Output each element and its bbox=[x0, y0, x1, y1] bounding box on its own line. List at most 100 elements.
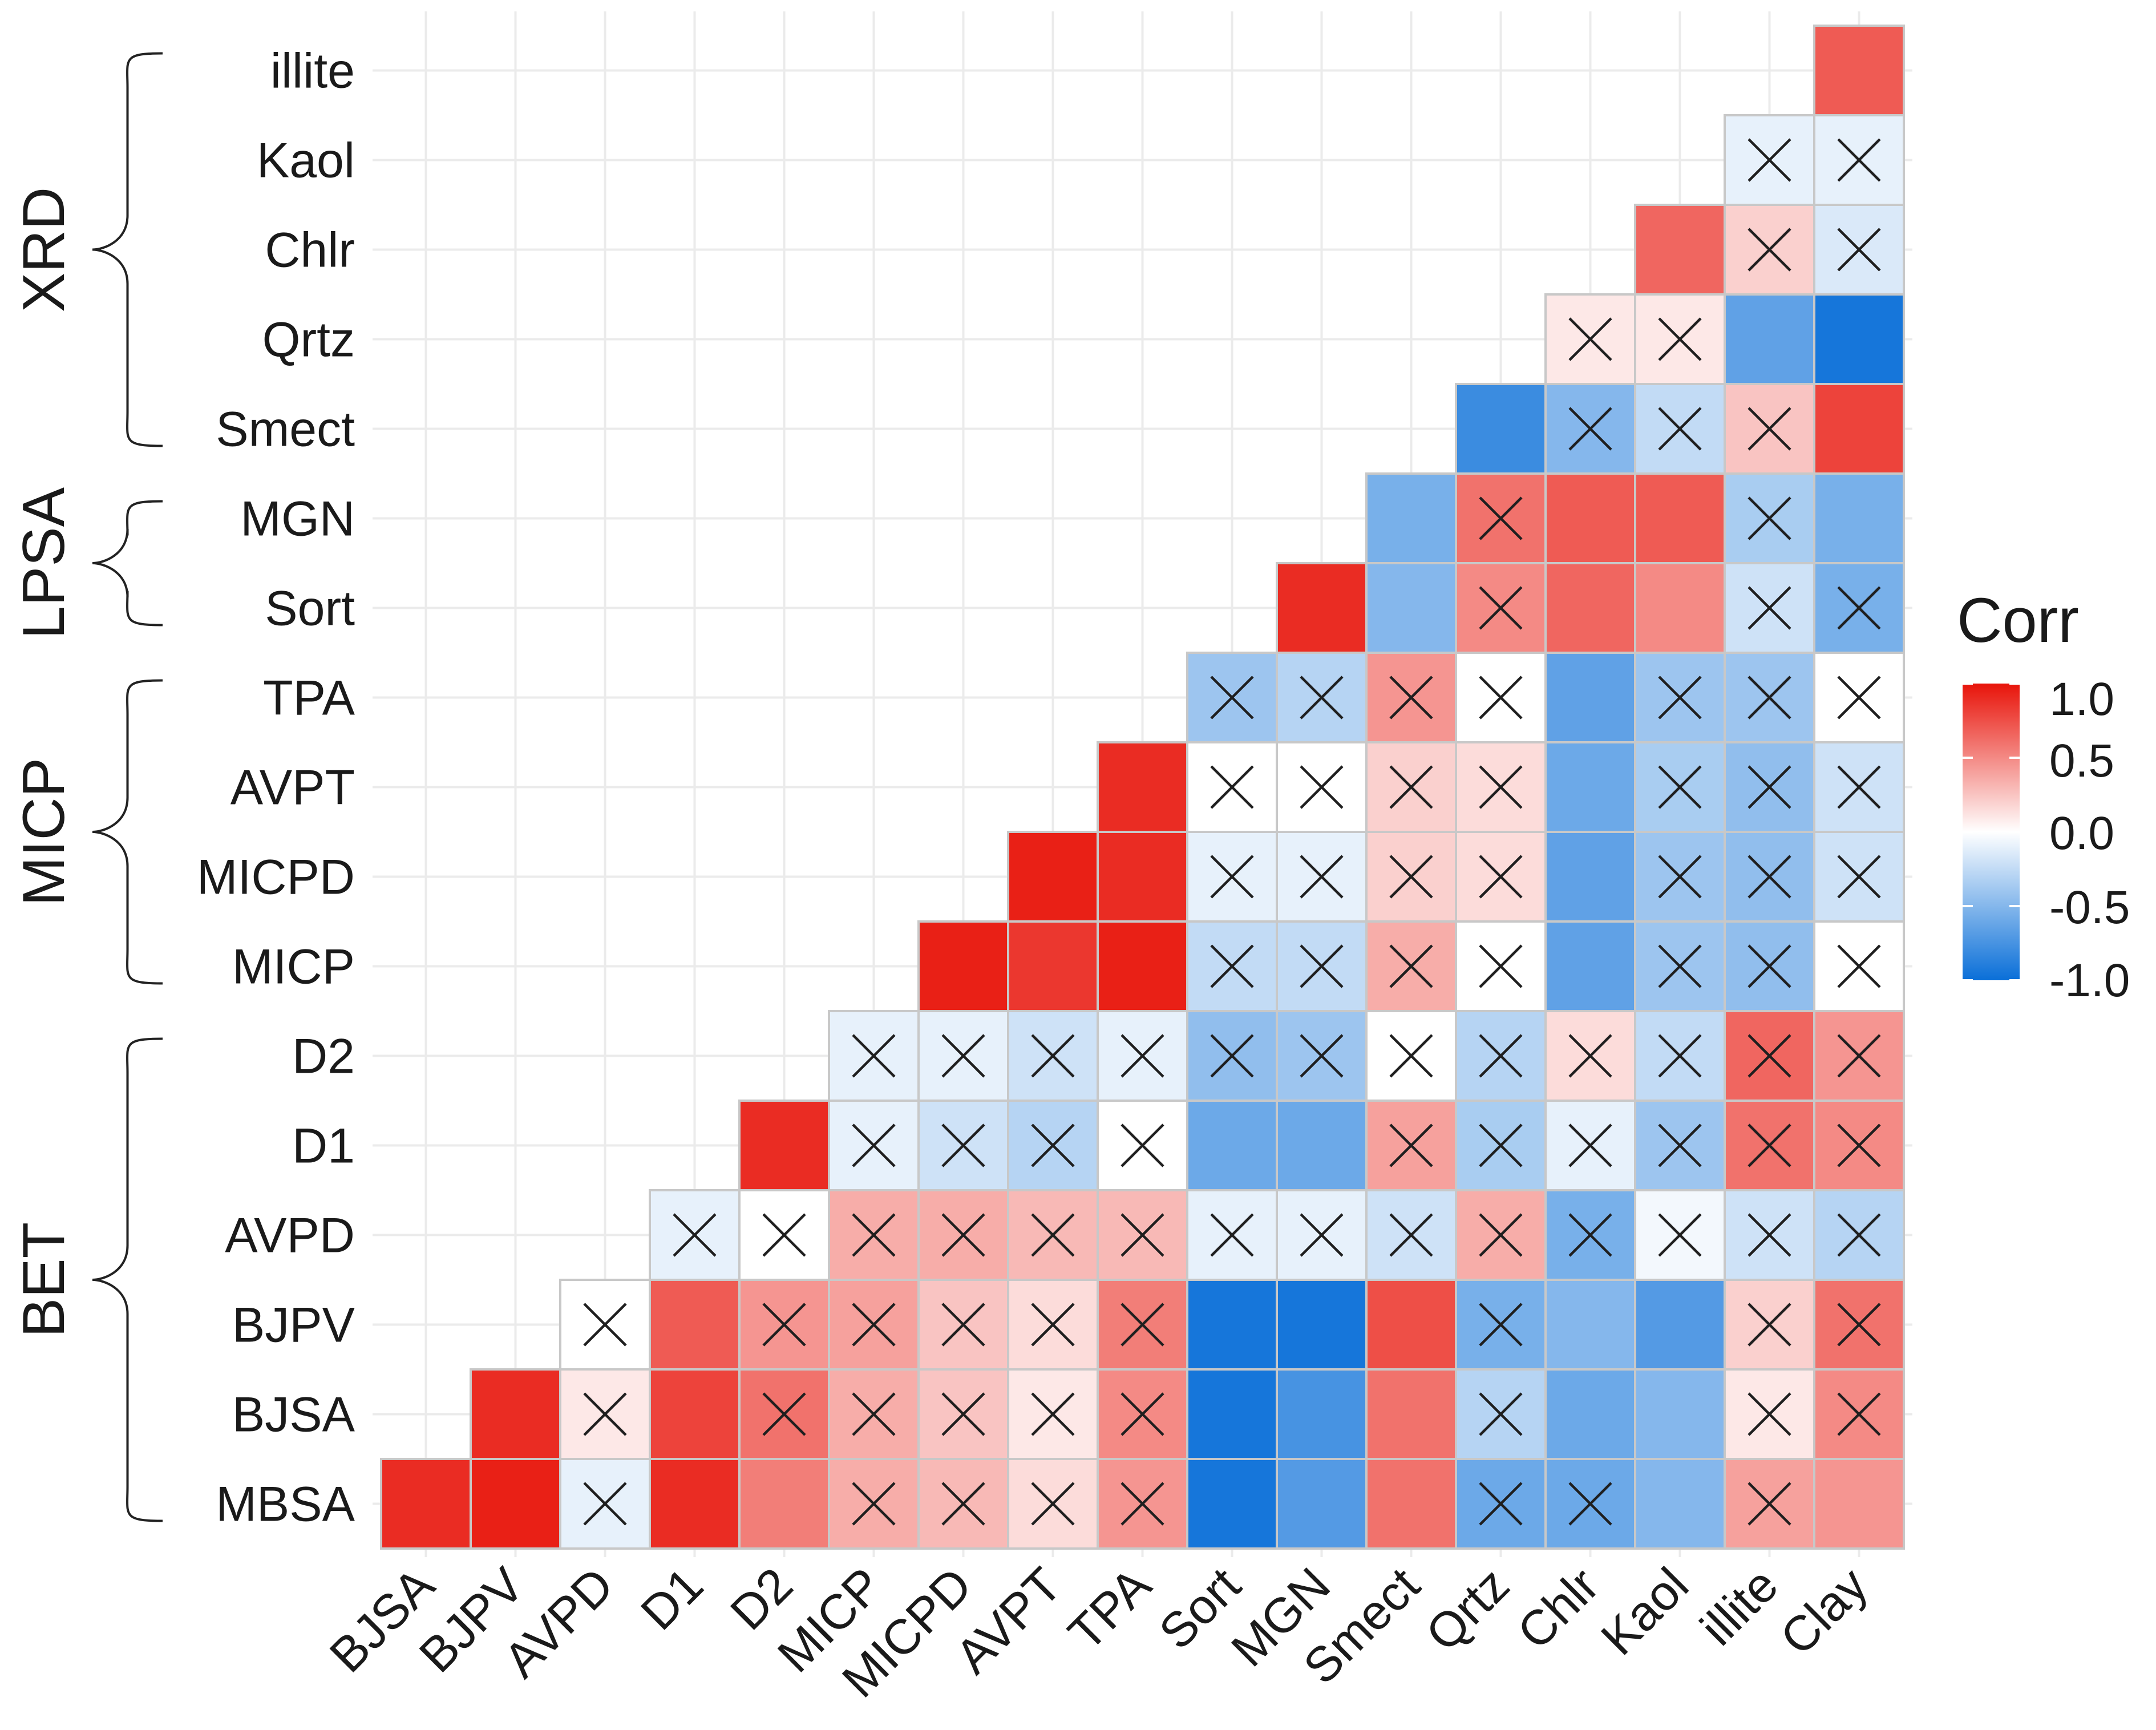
cell-d2-qrtz-insignificant-mark bbox=[1479, 1034, 1523, 1078]
cell-d2-smect-insignificant-mark bbox=[1389, 1034, 1433, 1078]
cell-bjpv-chlr bbox=[1544, 1279, 1636, 1371]
group-bracket-xrd bbox=[92, 52, 163, 447]
cell-smect-qrtz bbox=[1455, 383, 1547, 475]
y-tick-avpt: AVPT bbox=[230, 761, 355, 815]
cell-avpd-mgn-insignificant-mark bbox=[1300, 1213, 1344, 1257]
cell-tpa-mgn-insignificant-mark bbox=[1300, 676, 1344, 720]
cell-bjsa-avpd-insignificant-mark bbox=[583, 1392, 627, 1436]
cell-bjpv-qrtz-insignificant-mark bbox=[1479, 1303, 1523, 1347]
cell-tpa-qrtz-insignificant-mark bbox=[1479, 676, 1523, 720]
cell-d2-avpt-insignificant-mark bbox=[1031, 1034, 1075, 1078]
cell-micp-smect-insignificant-mark bbox=[1389, 944, 1433, 988]
cell-mbsa-bjsa bbox=[380, 1458, 472, 1550]
cell-sort-qrtz-insignificant-mark bbox=[1479, 586, 1523, 630]
cell-micp-mgn-insignificant-mark bbox=[1300, 944, 1344, 988]
heatmap-cells bbox=[380, 25, 1905, 1550]
x-tick-tpa: TPA bbox=[1058, 1557, 1162, 1661]
cell-bjsa-tpa-insignificant-mark bbox=[1121, 1392, 1164, 1436]
cell-micpd-smect-insignificant-mark bbox=[1389, 855, 1433, 899]
legend-tick-0: 1.0 bbox=[2049, 673, 2114, 725]
cell-bjsa-smect bbox=[1365, 1368, 1457, 1460]
cell-d1-sort bbox=[1186, 1100, 1278, 1191]
cell-avpd-chlr-insignificant-mark bbox=[1568, 1213, 1612, 1257]
cell-chlr-illite-insignificant-mark bbox=[1748, 228, 1791, 272]
cell-mbsa-sort bbox=[1186, 1458, 1278, 1550]
cell-tpa-illite-insignificant-mark bbox=[1748, 676, 1791, 720]
group-bracket-micp bbox=[92, 679, 163, 985]
cell-micp-micpd bbox=[917, 920, 1009, 1012]
y-tick-micpd: MICPD bbox=[197, 850, 355, 905]
cell-avpd-clay-insignificant-mark bbox=[1837, 1213, 1881, 1257]
group-label-bet: BET bbox=[11, 1222, 77, 1337]
cell-bjpv-mgn bbox=[1276, 1279, 1368, 1371]
cell-avpt-qrtz-insignificant-mark bbox=[1479, 765, 1523, 809]
cell-micpd-kaol-insignificant-mark bbox=[1658, 855, 1702, 899]
cell-avpd-micpd-insignificant-mark bbox=[941, 1213, 985, 1257]
cell-mbsa-micp-insignificant-mark bbox=[852, 1482, 896, 1526]
cell-mbsa-micpd-insignificant-mark bbox=[941, 1482, 985, 1526]
cell-bjpv-d2-insignificant-mark bbox=[762, 1303, 806, 1347]
cell-avpt-tpa bbox=[1097, 741, 1188, 833]
cell-mbsa-chlr-insignificant-mark bbox=[1568, 1482, 1612, 1526]
cell-mbsa-d2 bbox=[738, 1458, 830, 1550]
cell-mbsa-kaol bbox=[1634, 1458, 1726, 1550]
cell-avpt-chlr bbox=[1544, 741, 1636, 833]
cell-bjpv-micp-insignificant-mark bbox=[852, 1303, 896, 1347]
cell-d1-micp-insignificant-mark bbox=[852, 1123, 896, 1167]
cell-d2-tpa-insignificant-mark bbox=[1121, 1034, 1164, 1078]
group-label-xrd: XRD bbox=[11, 187, 77, 313]
cell-d2-chlr-insignificant-mark bbox=[1568, 1034, 1612, 1078]
legend-tick-3: -0.5 bbox=[2049, 882, 2130, 933]
cell-d1-mgn bbox=[1276, 1100, 1368, 1191]
cell-micpd-qrtz-insignificant-mark bbox=[1479, 855, 1523, 899]
cell-tpa-kaol-insignificant-mark bbox=[1658, 676, 1702, 720]
cell-bjsa-d2-insignificant-mark bbox=[762, 1392, 806, 1436]
cell-mbsa-illite-insignificant-mark bbox=[1748, 1482, 1791, 1526]
cell-smect-illite-insignificant-mark bbox=[1748, 407, 1791, 451]
cell-sort-clay bbox=[1813, 562, 1905, 654]
cell-illite-clay bbox=[1813, 25, 1905, 116]
y-tick-avpd: AVPD bbox=[225, 1208, 355, 1263]
cell-avpd-d2-insignificant-mark bbox=[762, 1213, 806, 1257]
group-brackets: XRD LPSA MICP BET bbox=[11, 52, 163, 1522]
cell-bjpv-d1 bbox=[649, 1279, 741, 1371]
cell-bjsa-mgn bbox=[1276, 1368, 1368, 1460]
cell-bjsa-avpt-insignificant-mark bbox=[1031, 1392, 1075, 1436]
y-tick-mbsa: MBSA bbox=[216, 1477, 355, 1532]
y-tick-kaol: Kaol bbox=[257, 134, 355, 188]
cell-smect-chlr-insignificant-mark bbox=[1568, 407, 1612, 451]
cell-d2-sort-insignificant-mark bbox=[1210, 1034, 1254, 1078]
y-tick-mgn: MGN bbox=[240, 492, 355, 547]
y-tick-d2: D2 bbox=[292, 1029, 355, 1084]
cell-d1-chlr-insignificant-mark bbox=[1568, 1123, 1612, 1167]
cell-mgn-smect bbox=[1365, 472, 1457, 564]
cell-avpd-illite-insignificant-mark bbox=[1748, 1213, 1791, 1257]
cell-smect-clay bbox=[1813, 383, 1905, 475]
legend-tick-2: 0.0 bbox=[2049, 807, 2114, 859]
cell-qrtz-clay bbox=[1813, 293, 1905, 385]
cell-sort-illite-insignificant-mark bbox=[1748, 586, 1791, 630]
cell-mbsa-avpd-insignificant-mark bbox=[583, 1482, 627, 1526]
legend-tick-4: -1.0 bbox=[2049, 955, 2130, 1007]
cell-bjsa-clay-insignificant-mark bbox=[1837, 1392, 1881, 1436]
cell-bjpv-avpt-insignificant-mark bbox=[1031, 1303, 1075, 1347]
cell-micp-kaol-insignificant-mark bbox=[1658, 944, 1702, 988]
cell-bjpv-tpa-insignificant-mark bbox=[1121, 1303, 1164, 1347]
cell-avpd-avpt-insignificant-mark bbox=[1031, 1213, 1075, 1257]
cell-mbsa-mgn bbox=[1276, 1458, 1368, 1550]
cell-avpd-qrtz-insignificant-mark bbox=[1479, 1213, 1523, 1257]
legend: Corr 1.0 0.5 0.0 -0.5 -1.0 bbox=[1957, 585, 2130, 1007]
cell-d1-avpt-insignificant-mark bbox=[1031, 1123, 1075, 1167]
y-tick-d1: D1 bbox=[292, 1119, 355, 1174]
cell-bjsa-kaol bbox=[1634, 1368, 1726, 1460]
cell-bjsa-chlr bbox=[1544, 1368, 1636, 1460]
cell-smect-kaol-insignificant-mark bbox=[1658, 407, 1702, 451]
cell-d1-d2 bbox=[738, 1100, 830, 1191]
cell-mgn-clay bbox=[1813, 472, 1905, 564]
cell-mbsa-qrtz-insignificant-mark bbox=[1479, 1482, 1523, 1526]
cell-qrtz-kaol-insignificant-mark bbox=[1658, 317, 1702, 361]
cell-sort-kaol bbox=[1634, 562, 1726, 654]
x-tick-qrtz: Qrtz bbox=[1415, 1558, 1520, 1662]
cell-mgn-kaol bbox=[1634, 472, 1726, 564]
